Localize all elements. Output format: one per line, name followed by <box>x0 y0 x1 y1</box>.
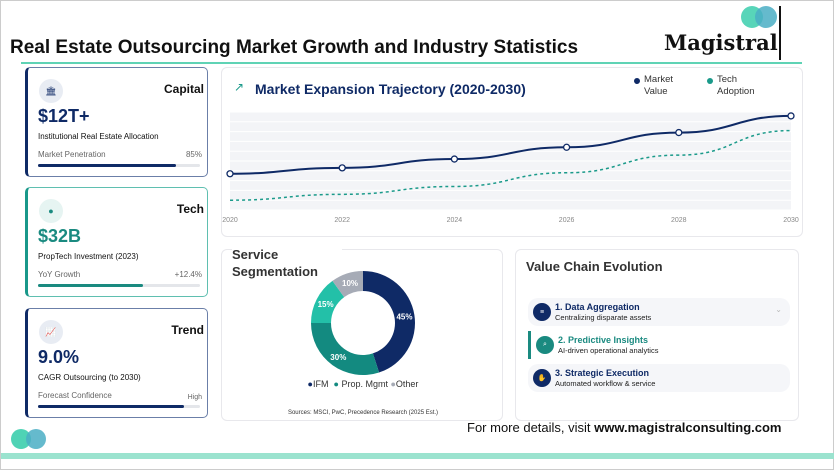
x-tick-label: 2020 <box>222 217 238 224</box>
legend-other: Other <box>395 379 419 389</box>
chip-icon: ● <box>39 199 63 223</box>
logo: Magistral <box>661 4 791 60</box>
legend-prop-mgmt: Prop. Mgmt <box>341 379 388 389</box>
tech-card: ● Tech $32B PropTech Investment (2023) Y… <box>25 187 208 297</box>
legend-tech-adoption: Tech Adoption <box>707 74 767 98</box>
trend-card: 📈 Trend 9.0% CAGR Outsourcing (to 2030) … <box>25 308 208 418</box>
logo-circle-icon <box>26 429 46 449</box>
card-title: Trend <box>171 323 204 337</box>
trend-up-icon: ↗ <box>234 80 245 94</box>
metric-label: YoY Growth <box>38 270 81 279</box>
card-value: 9.0% <box>38 347 80 367</box>
card-subtitle: CAGR Outsourcing (to 2030) <box>38 373 141 382</box>
card-subtitle: PropTech Investment (2023) <box>38 252 139 261</box>
card-title: Capital <box>163 82 204 96</box>
series-line-tech-adoption <box>229 129 792 201</box>
donut-slice <box>311 280 345 323</box>
step-strategic-execution[interactable]: ✋ 3. Strategic Execution Automated workflo… <box>528 364 790 392</box>
donut-slice <box>363 271 415 373</box>
series-line-market-value <box>229 114 792 175</box>
slice-label: 15% <box>318 300 334 309</box>
data-point <box>675 128 683 137</box>
x-tick-label: 2028 <box>671 217 687 224</box>
step-predictive-insights[interactable]: ⌕ 2. Predictive Insights AI-driven operati… <box>528 331 790 359</box>
website-link[interactable]: www.magistralconsulting.com <box>594 420 782 435</box>
progress-bar <box>38 164 200 167</box>
x-tick-label: 2022 <box>334 217 350 224</box>
x-tick-label: 2026 <box>559 217 575 224</box>
handshake-icon: ✋ <box>533 369 551 387</box>
segmentation-panel: Service Segmentation 45% 30% 15% 10% ●IFM ●… <box>221 246 503 421</box>
chart-icon: 📈 <box>39 320 63 344</box>
data-point <box>562 143 571 151</box>
step-data-aggregation[interactable]: ≡ 1. Data Aggregation Centralizing dispara… <box>528 298 790 326</box>
progress-fill <box>38 164 176 167</box>
card-title: Tech <box>176 202 204 216</box>
database-icon: ≡ <box>533 303 551 321</box>
bank-icon: 🏛 <box>39 79 63 103</box>
donut-legend: ●IFM ● Prop. Mgmt ●Other <box>307 379 419 389</box>
data-point <box>787 112 795 120</box>
progress-fill <box>38 405 184 408</box>
logo-circle-icon <box>755 6 777 28</box>
panel-title: Value Chain Evolution <box>526 259 663 274</box>
data-point <box>450 155 459 163</box>
trajectory-panel: ↗ Market Expansion Trajectory (2020-2030… <box>221 67 803 237</box>
donut-slice <box>311 323 380 375</box>
x-tick-label: 2024 <box>447 217 463 224</box>
page-title: Real Estate Outsourcing Market Growth an… <box>10 37 579 58</box>
legend-ifm: IFM <box>312 379 329 389</box>
logo-divider <box>779 6 781 60</box>
card-subtitle: Institutional Real Estate Allocation <box>38 132 159 141</box>
donut-chart: 45% 30% 15% 10% <box>311 271 415 375</box>
chevron-down-icon: ⌄ <box>775 305 782 314</box>
card-value: $12T+ <box>38 106 90 126</box>
legend-market-value: Market Value <box>634 74 694 98</box>
donut-slice <box>332 271 363 298</box>
data-point <box>338 164 346 172</box>
card-value: $32B <box>38 226 82 246</box>
slice-label: 10% <box>342 279 358 288</box>
logo-text: Magistral <box>664 30 778 55</box>
search-icon: ⌕ <box>536 336 554 354</box>
metric-label: Forecast Confidence <box>38 391 112 400</box>
chart-title: Market Expansion Trajectory (2020-2030) <box>255 81 526 97</box>
bottom-band <box>1 453 834 459</box>
capital-card: 🏛 Capital $12T+ Institutional Real Estat… <box>25 67 208 177</box>
metric-label: Market Penetration <box>38 150 106 159</box>
slice-label: 45% <box>396 312 412 321</box>
progress-fill <box>38 284 144 287</box>
x-tick-label: 2030 <box>783 217 799 224</box>
line-chart: 2020 2022 2024 2026 2028 2030 <box>222 111 799 224</box>
metric-value: 85% <box>185 150 202 159</box>
sources-note: Sources: MSCI, PwC, Precedence Research … <box>287 410 439 416</box>
value-chain-panel: Value Chain Evolution ≡ 1. Data Aggregati… <box>515 249 799 421</box>
header-divider <box>21 62 802 64</box>
slice-label: 30% <box>330 353 346 362</box>
chart-title: Service Segmentation <box>232 246 342 280</box>
metric-value: +12.4% <box>174 270 202 279</box>
progress-bar <box>38 284 200 287</box>
metric-value: High <box>187 394 202 401</box>
data-point <box>226 170 234 178</box>
progress-bar <box>38 405 200 408</box>
footer-note: For more details, visit www.magistralcon… <box>467 420 782 435</box>
